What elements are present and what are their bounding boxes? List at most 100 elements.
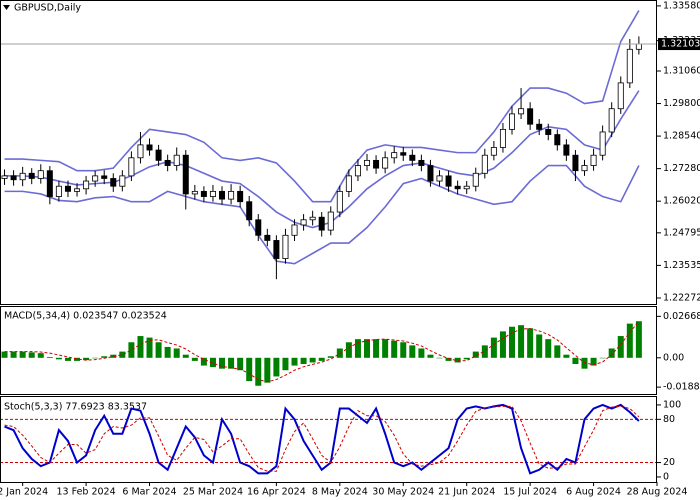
macd-bar: [327, 356, 334, 358]
macd-bar: [10, 351, 17, 358]
macd-bar: [626, 323, 633, 358]
candle-body: [418, 159, 425, 166]
macd-bar: [309, 357, 316, 363]
main-panel-frame: [0, 0, 657, 305]
y-tick-label: 1.24795: [663, 227, 700, 238]
current-price-box: [658, 38, 700, 51]
x-tick-label: 6 Mar 2024: [122, 487, 176, 498]
macd-bar: [563, 354, 570, 358]
x-tick-label: 8 May 2024: [312, 487, 368, 498]
candle-body: [409, 154, 416, 161]
candle-body: [164, 159, 171, 166]
macd-bar: [300, 357, 307, 365]
candle-body: [10, 175, 17, 181]
candle-body: [499, 128, 506, 148]
y-tick-label: 80: [663, 414, 675, 425]
macd-bar: [463, 357, 470, 360]
x-tick-label: 6 Aug 2024: [566, 487, 621, 498]
macd-bar: [173, 348, 180, 358]
macd-bar: [345, 342, 352, 358]
candle-body: [110, 178, 117, 187]
candle-body: [545, 128, 552, 135]
x-tick-label: 21 Jun 2024: [438, 487, 495, 498]
macd-bar: [427, 354, 434, 358]
candle-body: [128, 157, 135, 177]
macd-bar: [499, 331, 506, 358]
candle-body: [273, 240, 280, 259]
y-tick-label: 0.00: [663, 352, 684, 363]
y-tick-label: 1.23535: [663, 260, 700, 271]
macd-bar: [454, 357, 461, 363]
candle-body: [581, 165, 588, 172]
y-tick-label: 20: [663, 457, 675, 468]
candle-body: [608, 108, 615, 133]
candle-body: [518, 108, 525, 115]
macd-bar: [608, 348, 615, 358]
candle-body: [255, 219, 262, 236]
candle-body: [173, 154, 180, 166]
macd-title: MACD(5,34,4) 0.023547 0.023524: [4, 311, 167, 322]
bollinger-upper: [4, 10, 640, 203]
macd-bar: [282, 357, 289, 371]
y-tick-label: 1.28540: [663, 131, 700, 142]
candle-body: [291, 224, 298, 236]
menu-arrow-icon: [3, 5, 10, 10]
candle-body: [617, 82, 624, 110]
macd-bar: [572, 357, 579, 365]
stoch-panel-frame: [0, 396, 657, 483]
candle-body: [436, 175, 443, 182]
candle-body: [37, 170, 44, 179]
candle-body: [146, 144, 153, 151]
macd-bar: [74, 357, 81, 361]
y-tick-label: 1.27280: [663, 163, 700, 174]
y-tick-label: 1.33580: [663, 0, 700, 11]
y-tick-label: 1.26020: [663, 196, 700, 207]
macd-bar: [599, 357, 606, 359]
candle-body: [599, 131, 606, 156]
macd-bar: [246, 357, 253, 382]
y-tick-label: 1.29800: [663, 98, 700, 109]
candle-body: [74, 188, 81, 192]
candle-body: [64, 185, 71, 192]
candle-body: [318, 216, 325, 231]
candle-body: [536, 123, 543, 130]
candle-body: [391, 152, 398, 159]
macd-bar: [128, 342, 135, 358]
symbol-title: GBPUSD,Daily: [14, 3, 81, 14]
candle-body: [463, 185, 470, 190]
macd-bar: [273, 357, 280, 377]
candle-body: [219, 190, 226, 200]
candle-body: [119, 175, 126, 187]
candle-body: [445, 175, 452, 187]
candle-body: [364, 159, 371, 166]
macd-bar: [354, 339, 361, 358]
macd-bar: [409, 345, 416, 358]
candle-body: [527, 108, 534, 125]
macd-panel-frame: [0, 306, 657, 395]
candle-body: [454, 185, 461, 190]
candle-body: [1, 175, 8, 179]
macd-area: [1, 320, 642, 386]
macd-bar: [64, 357, 71, 361]
macd-bar: [590, 357, 597, 366]
macd-bar: [382, 339, 389, 358]
candle-body: [382, 157, 389, 169]
macd-bar: [527, 328, 534, 358]
macd-bar: [364, 339, 371, 358]
macd-bar: [336, 348, 343, 358]
candle-body: [590, 154, 597, 166]
macd-bar: [291, 357, 298, 366]
macd-bar: [46, 357, 53, 358]
macd-bar: [391, 340, 398, 358]
x-tick-label: 25 Mar 2024: [183, 487, 243, 498]
x-tick-label: 2 Jan 2024: [0, 487, 48, 498]
candle-body: [400, 152, 407, 156]
macd-bar: [164, 346, 171, 358]
candle-body: [191, 190, 198, 195]
y-tick-label: 1.22272: [663, 293, 700, 304]
macd-bar: [191, 357, 198, 361]
macd-bar: [255, 357, 262, 386]
macd-bar: [445, 357, 452, 361]
candle-body: [92, 175, 99, 182]
macd-bar: [617, 336, 624, 358]
